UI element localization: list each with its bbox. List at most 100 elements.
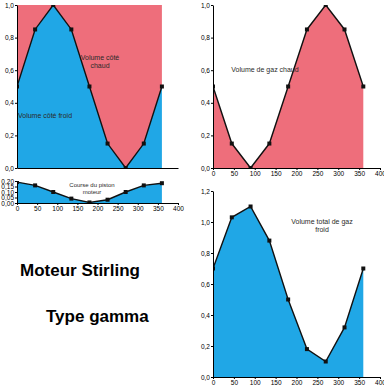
marker bbox=[51, 5, 55, 7]
marker bbox=[230, 215, 234, 219]
tick-label: 100 bbox=[52, 205, 63, 212]
y-axis: 0,00,20,40,60,81,0 bbox=[5, 2, 18, 172]
tick-mark bbox=[211, 315, 213, 316]
marker bbox=[286, 85, 290, 89]
chart: 0,00,20,40,60,81,0Volume côté froidVolum… bbox=[5, 2, 179, 172]
marker bbox=[267, 142, 271, 146]
tick-label: 0,6 bbox=[201, 67, 210, 74]
tick: 400 bbox=[173, 203, 184, 212]
x-axis bbox=[18, 168, 179, 169]
tick: 200 bbox=[292, 168, 303, 177]
tick: 0,4 bbox=[5, 99, 17, 106]
tick: 0,8 bbox=[201, 250, 213, 257]
tick: 0,4 bbox=[201, 99, 213, 106]
tick: 400 bbox=[375, 168, 384, 177]
figure: 0,0 0,2 0,4 0,6 0,8 1,0 Volume côté froid Volum… bbox=[0, 0, 384, 387]
marker bbox=[87, 85, 91, 89]
tick: 50 bbox=[34, 203, 42, 212]
tick-label: 300 bbox=[333, 379, 344, 386]
x-axis: 0 50 100 150 200 250 300 350 400 bbox=[212, 168, 384, 177]
tick: 300 bbox=[333, 168, 344, 177]
tick-label: 400 bbox=[375, 170, 384, 177]
tick-mark bbox=[15, 70, 17, 71]
tick: 100 bbox=[250, 168, 261, 177]
tick-label: 200 bbox=[93, 205, 104, 212]
tick-mark bbox=[15, 38, 17, 39]
tick-label: 350 bbox=[354, 170, 365, 177]
chart: 0,000,050,100,150,2005010015020025030035… bbox=[1, 178, 184, 212]
series-label: Volume de gaz chaud bbox=[231, 66, 298, 74]
tick-label: 0,20 bbox=[1, 178, 14, 185]
tick-label: 350 bbox=[354, 379, 365, 386]
tick: 1,0 bbox=[5, 2, 17, 9]
tick-label: 50 bbox=[34, 205, 42, 212]
marker bbox=[33, 27, 37, 31]
tick: 0,8 bbox=[5, 34, 17, 41]
tick: 0,2 bbox=[201, 132, 213, 139]
tick: 0 bbox=[212, 168, 216, 177]
tick: 0 bbox=[16, 203, 20, 212]
x-axis: 050100150200250300350400 bbox=[16, 203, 185, 212]
marker bbox=[324, 5, 328, 7]
series-label: Volume côté froid bbox=[18, 112, 72, 119]
marker bbox=[160, 181, 164, 185]
plot-area bbox=[17, 5, 164, 168]
y-axis: 0,0 0,2 0,4 0,6 0,8 1,0 bbox=[201, 2, 214, 172]
tick: 0,20 bbox=[1, 178, 17, 185]
axis-line bbox=[17, 182, 18, 204]
tick-label: 50 bbox=[231, 170, 239, 177]
tick: 350 bbox=[153, 203, 164, 212]
marker bbox=[106, 198, 110, 202]
heading: Type gamma bbox=[46, 307, 149, 326]
tick: 1,0 bbox=[201, 2, 213, 9]
tick-label: 0 bbox=[212, 379, 216, 386]
marker bbox=[249, 166, 253, 168]
tick: 0,2 bbox=[5, 132, 17, 139]
marker bbox=[124, 190, 128, 194]
marker bbox=[124, 166, 128, 168]
marker bbox=[305, 347, 309, 351]
tick: 150 bbox=[271, 168, 282, 177]
tick-mark bbox=[15, 135, 17, 136]
area bbox=[213, 5, 363, 168]
line bbox=[213, 207, 363, 362]
tick-label: 0,6 bbox=[201, 281, 210, 288]
tick-label: 300 bbox=[333, 170, 344, 177]
tick-mark bbox=[15, 5, 17, 6]
tick-label: 0,0 bbox=[201, 165, 210, 172]
tick-label: 1,0 bbox=[201, 2, 210, 9]
tick-mark bbox=[211, 135, 213, 136]
tick-label: 250 bbox=[312, 170, 323, 177]
tick: 0,2 bbox=[201, 343, 213, 350]
axis-line bbox=[213, 192, 214, 378]
tick-label: 1,0 bbox=[5, 2, 14, 9]
tick: 0 bbox=[212, 377, 216, 386]
marker bbox=[142, 183, 146, 187]
tick-label: 0,0 bbox=[201, 374, 210, 381]
tick-label: 150 bbox=[72, 205, 83, 212]
tick-label: 0,8 bbox=[201, 34, 210, 41]
tick: 300 bbox=[333, 377, 344, 386]
marker bbox=[33, 183, 37, 187]
tick-label: 100 bbox=[250, 379, 261, 386]
marker bbox=[230, 142, 234, 146]
marker bbox=[286, 298, 290, 302]
tick-mark bbox=[211, 346, 213, 347]
area bbox=[17, 182, 162, 203]
marker bbox=[267, 239, 271, 243]
heading: Moteur Stirling bbox=[20, 261, 140, 280]
y-axis: 0,00,20,40,60,81,01,2 bbox=[201, 188, 214, 381]
marker bbox=[361, 267, 365, 271]
tick-mark bbox=[15, 168, 17, 169]
tick: 250 bbox=[312, 168, 323, 177]
tick: 0,6 bbox=[5, 67, 17, 74]
tick-label: 400 bbox=[375, 379, 384, 386]
tick: 0,8 bbox=[201, 34, 213, 41]
plot-area bbox=[213, 5, 365, 168]
marker bbox=[249, 205, 253, 209]
series-label: Volume côtéchaud bbox=[81, 54, 120, 69]
tick-label: 150 bbox=[271, 379, 282, 386]
tick-label: 150 bbox=[271, 170, 282, 177]
tick-label: 0,2 bbox=[201, 132, 210, 139]
tick-mark bbox=[15, 181, 17, 182]
